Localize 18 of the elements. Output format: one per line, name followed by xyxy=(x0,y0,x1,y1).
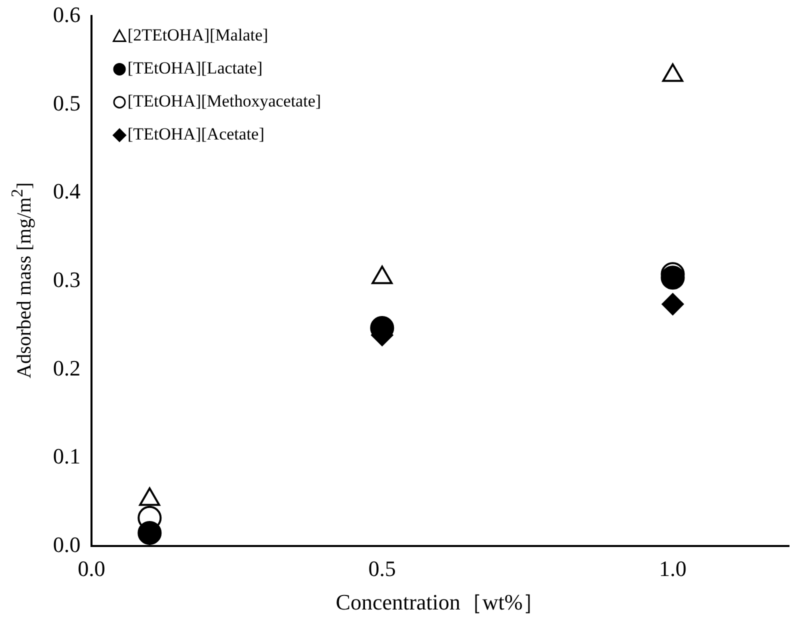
y-tick-label: 0.0 xyxy=(53,532,80,557)
y-tick-label: 0.6 xyxy=(53,2,80,27)
x-tick-label: 1.0 xyxy=(659,556,686,582)
legend-label: [TEtOHA][Acetate] xyxy=(128,124,264,144)
y-tick-label: 0.4 xyxy=(53,178,80,204)
y-tick-label: 0.5 xyxy=(53,90,80,116)
legend-label: [TEtOHA][Lactate] xyxy=(128,58,262,78)
y-tick-label: 0.3 xyxy=(53,266,80,292)
legend-label: [TEtOHA][Methoxyacetate] xyxy=(128,92,322,111)
legend-label: [2TEtOHA][Malate] xyxy=(128,26,268,45)
x-tick-label: 0.0 xyxy=(78,556,106,582)
point xyxy=(138,520,162,545)
y-tick-label: 0.2 xyxy=(53,355,80,380)
x-tick-label: 0.5 xyxy=(368,556,396,582)
y-tick-label: 0.1 xyxy=(53,444,80,469)
point xyxy=(660,266,685,290)
point xyxy=(662,293,684,316)
x-axis-title: Concentration［wt%］ xyxy=(336,590,545,615)
